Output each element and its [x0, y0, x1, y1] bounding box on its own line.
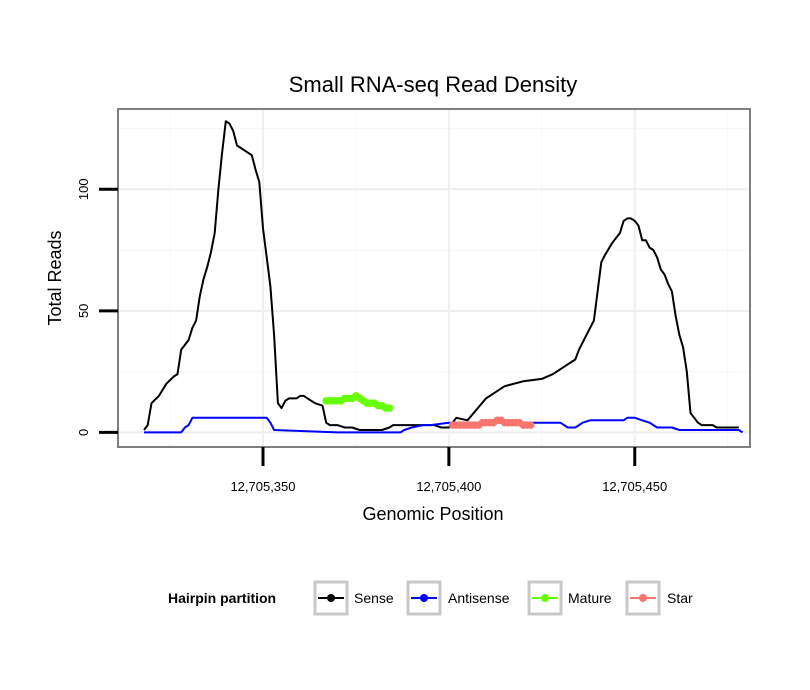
plot-panel: [117, 108, 751, 448]
y-axis-title: Total Reads: [45, 230, 65, 325]
chart-title: Small RNA-seq Read Density: [289, 72, 578, 97]
legend-key-point: [327, 594, 335, 602]
legend-item-antisense: Antisense: [406, 580, 510, 616]
legend-label: Mature: [568, 590, 612, 606]
legend-key-point: [639, 594, 647, 602]
grid: [118, 109, 750, 447]
y-tick-label: 100: [76, 178, 91, 200]
y-axis: 0 50 100: [76, 178, 118, 436]
panel-background: [118, 109, 750, 447]
legend-item-mature: Mature: [527, 580, 612, 616]
legend-title: Hairpin partition: [168, 590, 276, 606]
series-layer: [143, 120, 744, 434]
data-point-star: [526, 421, 535, 429]
legend-item-sense: Sense: [313, 580, 394, 616]
legend-label: Sense: [354, 590, 394, 606]
x-tick-label: 12,705,450: [602, 479, 667, 494]
legend-label: Star: [667, 590, 693, 606]
legend-key-point: [541, 594, 549, 602]
legend: Hairpin partition Sense Antisense Mature St…: [168, 580, 693, 616]
x-tick-label: 12,705,400: [416, 479, 481, 494]
legend-key-point: [420, 594, 428, 602]
series-line-antisense: [144, 416, 744, 434]
y-tick-label: 50: [76, 304, 91, 318]
legend-label: Antisense: [448, 590, 510, 606]
series-line-sense: [143, 120, 739, 431]
x-axis-title: Genomic Position: [362, 504, 503, 524]
legend-item-star: Star: [625, 580, 693, 616]
data-point-mature: [385, 404, 394, 412]
x-tick-label: 12,705,350: [230, 479, 295, 494]
x-axis: 12,705,350 12,705,400 12,705,450: [230, 447, 667, 494]
y-tick-label: 0: [76, 429, 91, 436]
panel-border: [117, 108, 751, 448]
